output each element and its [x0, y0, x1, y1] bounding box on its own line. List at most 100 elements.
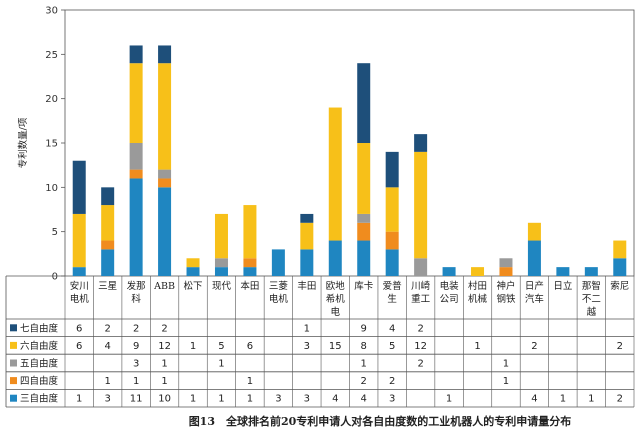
data-label: 1 [304, 323, 310, 334]
bar-segment [300, 249, 314, 276]
bar-segment [414, 134, 428, 152]
data-label: 2 [617, 341, 623, 352]
bar-segment [442, 267, 456, 276]
data-label: 12 [158, 341, 171, 352]
bar-segment [101, 249, 115, 276]
data-label: 5 [389, 341, 395, 352]
legend-entry: 六自由度 [20, 340, 59, 352]
bar-segment [385, 249, 399, 276]
data-label: 6 [76, 341, 82, 352]
y-tick-label: 5 [52, 227, 58, 238]
bar-segment [186, 258, 200, 268]
bar-segment [72, 213, 86, 268]
data-label: 1 [560, 394, 566, 405]
data-label: 2 [361, 376, 367, 387]
bar-segment [300, 213, 314, 223]
x-tick-label: 汽车 [525, 293, 544, 305]
bar-segment [527, 222, 541, 241]
legend-swatch [10, 394, 17, 402]
plot-area [64, 9, 635, 277]
x-tick-label: 安川 [70, 280, 89, 292]
x-tick-label: 索尼 [610, 280, 629, 292]
figure-caption: 图13 全球排名前20专利申请人对各自由度数的工业机器人的专利申请量分布 [189, 414, 572, 428]
data-label: 4 [332, 394, 338, 405]
data-label: 3 [304, 341, 310, 352]
x-tick-label: 那智 [582, 280, 601, 292]
data-label: 8 [361, 341, 367, 352]
x-tick-label: 松下 [184, 280, 203, 292]
bar-segment [471, 267, 485, 276]
data-label: 2 [104, 323, 110, 334]
data-label: 3 [304, 394, 310, 405]
data-label: 1 [446, 394, 452, 405]
data-label: 1 [161, 376, 167, 387]
data-label: 1 [133, 376, 139, 387]
x-tick-label: 村田 [468, 280, 487, 292]
bar-segment [158, 178, 172, 188]
x-tick-label: 爱普 [383, 280, 403, 292]
data-label: 1 [190, 394, 196, 405]
x-tick-label: 本田 [240, 280, 259, 292]
x-tick-label: 电机 [70, 293, 90, 305]
y-tick-label: 20 [45, 94, 58, 105]
data-label: 1 [161, 359, 167, 370]
bar-segment [158, 63, 172, 170]
data-label: 4 [531, 394, 537, 405]
bar-segment [584, 267, 598, 276]
bar-segment [499, 267, 513, 276]
bar-segment [385, 151, 399, 188]
x-tick-label: 电装 [440, 280, 460, 292]
bar-segment [385, 231, 399, 250]
data-label: 3 [275, 394, 281, 405]
legend-entry: 五自由度 [20, 358, 59, 370]
data-label: 9 [361, 323, 367, 334]
bar-segment [72, 267, 86, 276]
data-label: 2 [531, 341, 537, 352]
x-tick-label: 重工 [411, 293, 431, 305]
data-label: 11 [130, 394, 143, 405]
x-tick-label: 日立 [553, 280, 572, 292]
bar-segment [414, 151, 428, 259]
y-tick-label: 25 [45, 50, 58, 61]
data-label: 1 [503, 359, 509, 370]
y-axis: 0 5 10 15 20 25 30 [45, 6, 65, 283]
bar-segment [101, 205, 115, 241]
bar-segment [158, 187, 172, 276]
x-tick-label: 神户 [496, 280, 515, 292]
bar-segment [300, 222, 314, 250]
x-tick-label: 丰田 [297, 280, 316, 292]
x-tick-label: 公司 [440, 294, 459, 305]
data-label: 1 [503, 376, 509, 387]
legend-swatch [10, 377, 17, 385]
bar-segment [357, 240, 371, 276]
data-label: 2 [389, 376, 395, 387]
data-label: 2 [417, 323, 423, 334]
bar-segment [72, 160, 86, 214]
y-axis-label: 专利数量/项 [17, 117, 29, 168]
x-tick-label: 欧地 [326, 280, 346, 292]
data-label: 6 [76, 323, 82, 334]
bar-segment [328, 240, 342, 276]
data-label: 1 [247, 376, 253, 387]
x-tick-label: 三星 [98, 281, 117, 292]
x-tick-label: 越 [587, 306, 597, 318]
bar-segment [385, 187, 399, 232]
legend-entry: 四自由度 [20, 375, 59, 387]
data-label: 1 [361, 359, 367, 370]
x-tick-label: 川崎 [411, 280, 431, 292]
x-tick-label: 钢铁 [496, 293, 516, 305]
data-label: 2 [133, 323, 139, 334]
x-tick-label: 机械 [468, 293, 488, 305]
bar-segment [357, 143, 371, 214]
legend-entry: 七自由度 [20, 322, 59, 334]
data-label: 4 [104, 341, 110, 352]
bar-segment [129, 178, 143, 276]
x-tick-label: 生 [387, 293, 397, 305]
x-tick-label: 不二 [582, 294, 601, 305]
data-label: 2 [161, 323, 167, 334]
y-tick-label: 30 [45, 6, 58, 17]
bar-segment [613, 240, 627, 259]
x-tick-label: 库卡 [354, 280, 374, 292]
data-label: 1 [247, 394, 253, 405]
